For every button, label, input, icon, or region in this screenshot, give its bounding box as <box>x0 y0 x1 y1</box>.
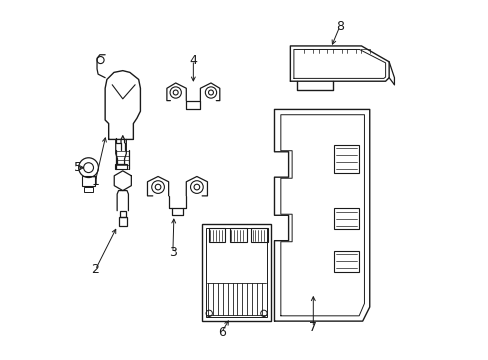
Bar <box>334 208 358 229</box>
Bar <box>82 176 95 186</box>
Bar <box>84 188 93 192</box>
Bar <box>229 228 246 242</box>
Bar <box>120 211 125 217</box>
Text: 1: 1 <box>91 175 99 188</box>
Bar <box>208 228 225 242</box>
Bar <box>115 164 127 170</box>
Text: 6: 6 <box>217 326 225 339</box>
Text: 8: 8 <box>335 20 343 33</box>
Bar <box>206 228 266 317</box>
Text: 7: 7 <box>309 321 317 334</box>
Bar <box>250 228 267 242</box>
Text: 2: 2 <box>91 264 99 276</box>
Bar <box>118 217 127 226</box>
Bar <box>334 145 358 173</box>
Text: 4: 4 <box>189 54 197 67</box>
Bar <box>202 224 270 321</box>
Text: 5: 5 <box>74 161 81 174</box>
Bar <box>334 251 358 272</box>
Text: 3: 3 <box>168 246 177 259</box>
